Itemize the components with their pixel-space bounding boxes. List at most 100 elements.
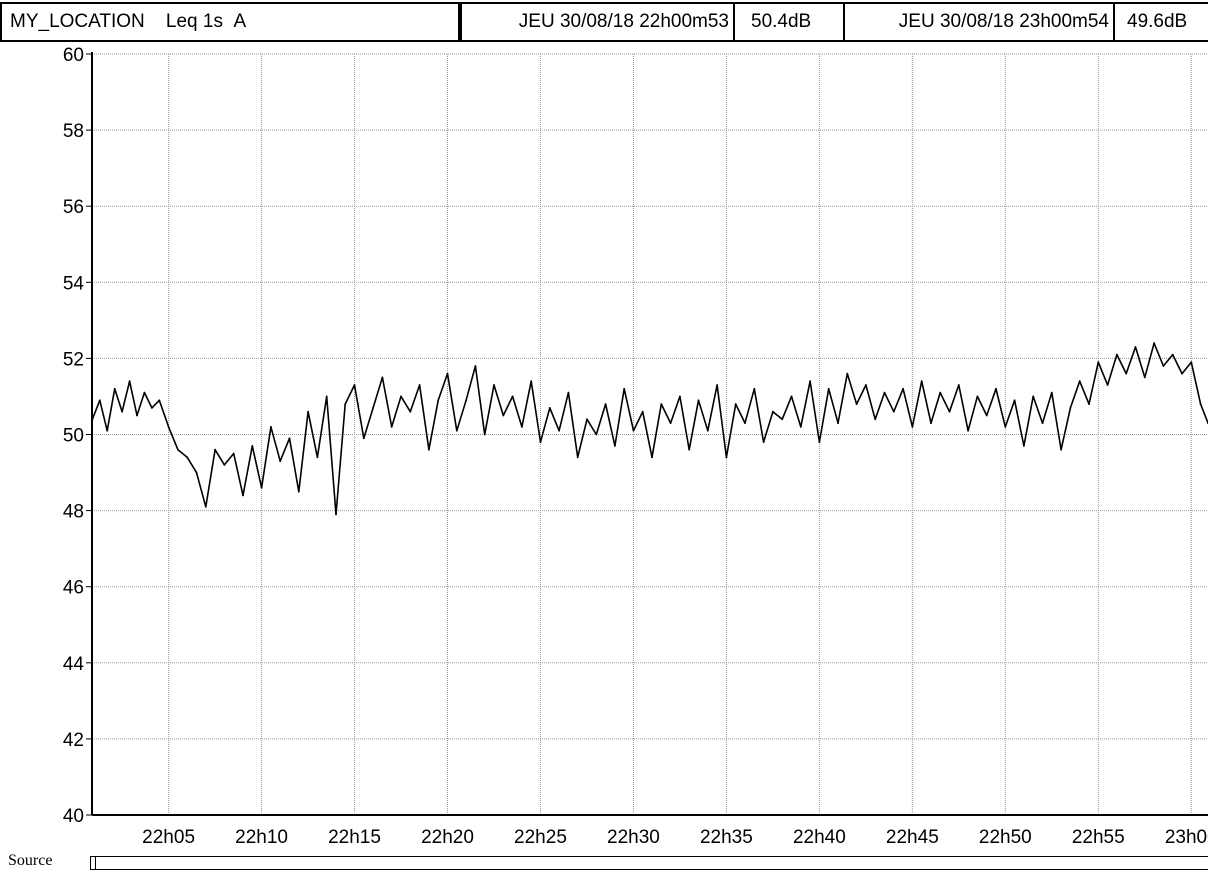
data-point: [819, 441, 821, 443]
cursor2-value: 49.6dB: [1113, 2, 1208, 42]
data-point: [1023, 445, 1025, 447]
data-point: [363, 437, 365, 439]
data-point: [484, 434, 486, 436]
data-point: [1079, 380, 1081, 382]
data-point: [168, 426, 170, 428]
data-point: [144, 392, 146, 394]
data-point: [874, 418, 876, 420]
data-point: [512, 396, 514, 398]
data-point: [828, 388, 830, 390]
data-point: [1042, 422, 1044, 424]
data-point: [605, 403, 607, 405]
x-tick-label: 22h25: [514, 827, 567, 848]
data-point: [214, 449, 216, 451]
y-tick-label: 42: [63, 730, 84, 751]
data-point: [763, 441, 765, 443]
data-point: [930, 422, 932, 424]
data-point: [382, 377, 384, 379]
data-point: [1014, 399, 1016, 401]
data-point: [884, 392, 886, 394]
data-point: [158, 399, 160, 401]
y-tick-label: 48: [63, 502, 84, 523]
weighting-label: A: [234, 11, 247, 32]
cursor1-unit: dB: [788, 11, 811, 32]
data-point: [354, 384, 356, 386]
data-point: [1200, 403, 1202, 405]
data-point: [1181, 373, 1183, 375]
data-point: [289, 437, 291, 439]
x-tick-label: 22h40: [793, 827, 846, 848]
data-point: [1153, 342, 1155, 344]
data-point: [893, 411, 895, 413]
data-point: [1144, 377, 1146, 379]
data-point: [335, 514, 337, 516]
data-point: [614, 445, 616, 447]
data-point: [726, 456, 728, 458]
data-point: [129, 380, 131, 382]
cursor1-datetime: JEU 30/08/18 22h00m53: [460, 2, 735, 42]
data-point: [317, 456, 319, 458]
data-point: [279, 460, 281, 462]
data-point: [391, 426, 393, 428]
data-point: [809, 380, 811, 382]
y-tick-label: 54: [63, 273, 85, 294]
chart-title: MY_LOCATION Leq 1s A: [0, 2, 460, 42]
data-point: [114, 388, 116, 390]
data-point: [1107, 384, 1109, 386]
data-point: [651, 456, 653, 458]
data-point: [846, 373, 848, 375]
data-point: [205, 506, 207, 508]
data-point: [623, 388, 625, 390]
x-tick-label: 22h55: [1072, 827, 1125, 848]
y-tick-label: 46: [63, 578, 84, 599]
y-tick-label: 40: [63, 806, 84, 827]
x-tick-label: 22h45: [886, 827, 939, 848]
y-axis-ticks: 40 42 44 46 48 50 52 54 56 58 60: [63, 45, 92, 827]
data-point: [530, 380, 532, 382]
data-point: [233, 453, 235, 455]
data-point: [744, 422, 746, 424]
data-point: [261, 487, 263, 489]
x-tick-label: 22h35: [700, 827, 753, 848]
data-point: [958, 384, 960, 386]
data-point: [698, 399, 700, 401]
data-point: [465, 399, 467, 401]
data-point: [791, 396, 793, 398]
data-point: [1163, 365, 1165, 367]
data-point: [1088, 403, 1090, 405]
data-point: [521, 426, 523, 428]
data-point: [1172, 354, 1174, 356]
data-point: [270, 426, 272, 428]
data-point: [949, 411, 951, 413]
data-point: [577, 456, 579, 458]
header-bar: MY_LOCATION Leq 1s A JEU 30/08/18 22h00m…: [0, 0, 1208, 44]
x-tick-label: 22h05: [142, 827, 195, 848]
scrollbar-handle[interactable]: [91, 857, 96, 869]
data-point: [1004, 426, 1006, 428]
data-point: [1051, 392, 1053, 394]
data-point: [493, 384, 495, 386]
data-point: [419, 384, 421, 386]
data-point: [912, 426, 914, 428]
data-point: [967, 430, 969, 432]
data-point: [1032, 396, 1034, 398]
data-point: [660, 403, 662, 405]
data-point: [151, 407, 153, 409]
source-scrollbar[interactable]: [90, 856, 1208, 870]
data-point: [186, 456, 188, 458]
y-tick-label: 44: [63, 654, 85, 675]
data-point: [475, 365, 477, 367]
data-point: [242, 495, 244, 497]
data-point: [837, 422, 839, 424]
data-point: [902, 388, 904, 390]
data-point: [298, 491, 300, 493]
x-axis-ticks: 22h05 22h10 22h15 22h20 22h25 22h30 22h35 22h40…: [142, 827, 1208, 848]
data-point: [939, 392, 941, 394]
data-point: [716, 384, 718, 386]
series-line: [92, 343, 1208, 514]
data-point: [409, 411, 411, 413]
cursor2-datetime: JEU 30/08/18 23h00m54: [843, 2, 1115, 42]
grid-lines: [92, 54, 1208, 815]
data-point: [344, 403, 346, 405]
